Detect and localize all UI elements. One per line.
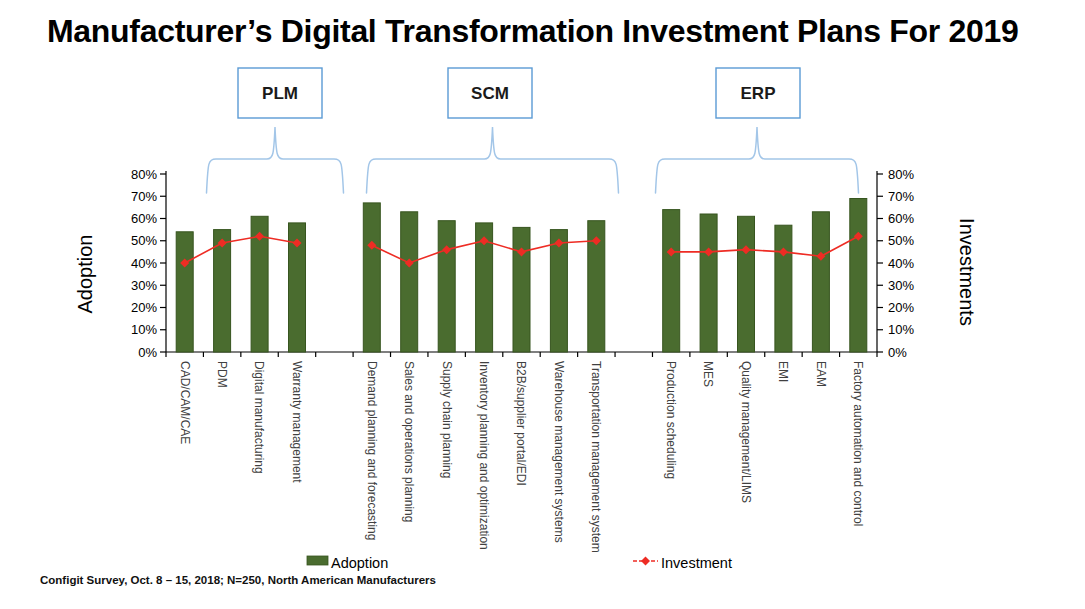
left-axis-tick-label: 50% — [131, 233, 157, 248]
right-axis-tick-label: 0% — [888, 345, 907, 360]
right-axis-tick-label: 40% — [888, 256, 914, 271]
category-label: Warehouse management systems — [552, 361, 566, 543]
category-label: CAD/CAM/CAE — [177, 361, 191, 444]
group-brace — [367, 127, 619, 193]
left-axis-tick-label: 40% — [131, 256, 157, 271]
category-label: Sales and operations planning — [402, 361, 416, 522]
left-axis-tick-label: 20% — [131, 300, 157, 315]
category-label: B2B/supplier portal/EDI — [514, 361, 528, 486]
legend-investment-marker — [641, 557, 650, 566]
category-label: Factory automation and control — [851, 361, 865, 526]
category-label: Quality management/LIMS — [739, 361, 753, 503]
left-axis-tick-label: 10% — [131, 322, 157, 337]
category-label: Inventory planning and optimization — [477, 361, 491, 550]
chart-title: Manufacturer’s Digital Transformation In… — [47, 13, 1019, 50]
adoption-bar — [214, 230, 231, 352]
legend-adoption-label: Adoption — [331, 555, 388, 571]
investment-line — [185, 236, 297, 263]
adoption-bar — [700, 214, 717, 352]
group-box-label: PLM — [262, 84, 298, 103]
legend-adoption-swatch — [307, 556, 328, 565]
adoption-bar — [812, 212, 829, 352]
left-axis-tick-label: 70% — [131, 189, 157, 204]
right-axis-tick-label: 50% — [888, 233, 914, 248]
adoption-bar — [176, 232, 193, 352]
group-box-label: ERP — [741, 84, 776, 103]
right-axis-tick-label: 30% — [888, 278, 914, 293]
right-axis-tick-label: 20% — [888, 300, 914, 315]
left-axis-tick-label: 30% — [131, 278, 157, 293]
source-footnote: Configit Survey, Oct. 8 – 15, 2018; N=25… — [40, 574, 436, 586]
left-axis-tick-label: 0% — [138, 345, 157, 360]
category-label: MES — [701, 361, 715, 387]
adoption-bar — [363, 203, 380, 352]
category-label: Supply chain planning — [440, 361, 454, 478]
left-axis-title: Adoption — [74, 235, 96, 314]
category-label: EMI — [776, 361, 790, 382]
category-label: EAM — [814, 361, 828, 387]
category-label: Transportation management system — [589, 361, 603, 553]
adoption-bar — [513, 227, 530, 352]
adoption-bar — [438, 221, 455, 352]
adoption-bar — [663, 210, 680, 352]
adoption-bar — [775, 225, 792, 352]
slide: Manufacturer’s Digital Transformation In… — [0, 0, 1085, 609]
right-axis-tick-label: 80% — [888, 167, 914, 182]
category-label: PDM — [215, 361, 229, 388]
adoption-bar — [401, 212, 418, 352]
group-brace — [207, 127, 344, 193]
left-axis-tick-label: 80% — [131, 167, 157, 182]
adoption-bar — [550, 230, 567, 352]
right-axis-tick-label: 10% — [888, 322, 914, 337]
group-box-label: SCM — [471, 84, 509, 103]
right-axis-title: Investments — [956, 218, 978, 326]
adoption-bar — [850, 199, 867, 353]
group-brace — [656, 127, 859, 193]
chart-canvas: PLM SCM ERP 0% 0% 10% 10% 20% 20% 30% 30% 40% 40% 50%… — [0, 0, 1085, 609]
category-label: Warranty management — [290, 361, 304, 483]
left-axis-tick-label: 60% — [131, 211, 157, 226]
legend-investment-label: Investment — [661, 555, 732, 571]
category-label: Production scheduling — [664, 361, 678, 479]
adoption-bar — [738, 216, 755, 352]
category-label: Demand planning and forecasting — [365, 361, 379, 540]
right-axis-tick-label: 70% — [888, 189, 914, 204]
investment-line — [671, 236, 858, 256]
category-label: Digital manufacturing — [252, 361, 266, 474]
right-axis-tick-label: 60% — [888, 211, 914, 226]
